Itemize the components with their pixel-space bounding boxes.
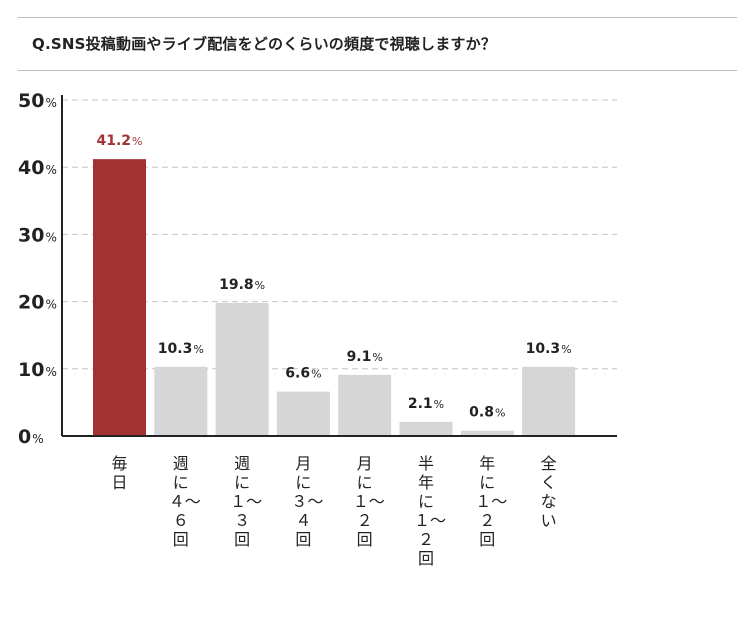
value-label: 41.2%	[97, 133, 143, 149]
bar	[154, 366, 208, 436]
value-label: 19.8%	[219, 277, 265, 293]
y-tick-label: 50%	[18, 90, 57, 112]
y-tick-number: 30	[18, 224, 44, 246]
y-tick-unit: %	[45, 230, 56, 244]
value-unit: %	[255, 279, 265, 292]
value-number: 10.3	[526, 341, 561, 357]
value-label: 6.6%	[285, 366, 321, 382]
x-category-label: 年に１〜２回	[475, 454, 508, 549]
value-unit: %	[193, 343, 203, 356]
bar	[93, 159, 146, 437]
y-tick-label: 40%	[18, 157, 57, 179]
y-tick-label: 10%	[18, 359, 57, 381]
value-number: 9.1	[347, 349, 372, 365]
y-tick-label: 0%	[18, 426, 44, 448]
value-number: 10.3	[158, 341, 193, 357]
y-tick-number: 40	[18, 157, 44, 179]
value-label: 10.3%	[158, 341, 204, 357]
bar	[522, 366, 576, 436]
y-tick-unit: %	[32, 432, 43, 446]
y-tick-number: 0	[18, 426, 31, 448]
bar	[276, 391, 330, 436]
value-number: 6.6	[285, 366, 310, 382]
y-tick-label: 20%	[18, 292, 57, 314]
value-number: 41.2	[97, 133, 132, 149]
value-label: 2.1%	[408, 396, 444, 412]
top-divider	[18, 17, 737, 18]
x-category-label: 毎日	[111, 454, 128, 492]
bar	[460, 430, 514, 436]
value-number: 0.8	[469, 405, 494, 421]
y-tick-number: 20	[18, 292, 44, 314]
y-tick-number: 50	[18, 90, 44, 112]
value-number: 19.8	[219, 277, 254, 293]
x-category-label: 全くない	[540, 454, 557, 530]
value-unit: %	[132, 135, 142, 148]
value-number: 2.1	[408, 396, 433, 412]
value-unit: %	[372, 351, 382, 364]
bar	[399, 421, 453, 436]
question-title: Q.SNS投稿動画やライブ配信をどのくらいの頻度で視聴しますか？	[32, 35, 497, 53]
x-category-label: 週に４〜６回	[168, 454, 201, 549]
y-tick-unit: %	[45, 365, 56, 379]
x-category-label: 週に１〜３回	[230, 454, 263, 549]
y-tick-unit: %	[45, 298, 56, 312]
value-unit: %	[434, 398, 444, 411]
y-tick-number: 10	[18, 359, 44, 381]
x-category-label: 月に１〜２回	[352, 454, 385, 549]
value-label: 9.1%	[347, 349, 383, 365]
x-category-label: 半年に１〜２回	[414, 454, 447, 568]
x-category-label: 月に３〜４回	[291, 454, 324, 549]
value-unit: %	[561, 343, 571, 356]
bar	[215, 302, 269, 436]
value-unit: %	[311, 368, 321, 381]
bar	[338, 374, 392, 436]
y-tick-label: 30%	[18, 224, 57, 246]
y-tick-unit: %	[45, 96, 56, 110]
bottom-divider	[18, 70, 737, 71]
value-label: 10.3%	[526, 341, 572, 357]
value-unit: %	[495, 407, 505, 420]
value-label: 0.8%	[469, 405, 505, 421]
y-tick-unit: %	[45, 163, 56, 177]
